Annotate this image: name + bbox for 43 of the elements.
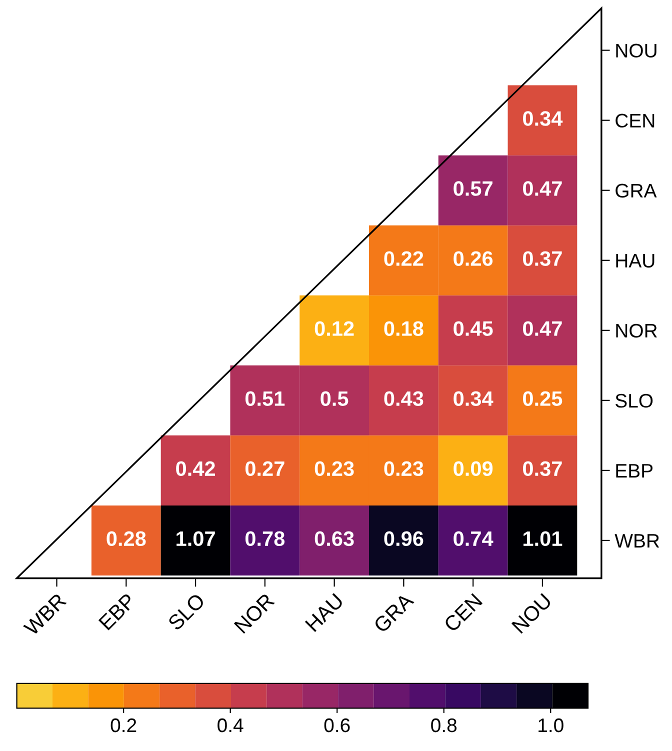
data-label: 0.47 <box>523 321 562 336</box>
y-tick-label: NOR <box>616 324 657 338</box>
data-label: 0.37 <box>523 461 562 476</box>
y-tick-label: SLO <box>616 394 653 408</box>
data-label: 0.23 <box>384 461 424 476</box>
color-bar-label: 0.6 <box>324 718 350 732</box>
data-label: 1.07 <box>176 531 215 546</box>
data-label: 0.37 <box>523 251 562 266</box>
data-label: 0.96 <box>384 531 424 546</box>
y-tick-label: CEN <box>616 114 654 128</box>
color-bar-label: 1.0 <box>538 718 564 732</box>
data-label: 0.74 <box>454 531 494 546</box>
data-label: 0.12 <box>314 321 354 336</box>
x-tick-label: GRA <box>372 592 414 634</box>
data-label: 0.18 <box>384 321 424 336</box>
data-label: 0.57 <box>454 181 492 196</box>
y-tick-label: GRA <box>616 184 657 198</box>
y-tick-label: NOU <box>616 44 656 58</box>
data-label: 0.5 <box>320 391 348 406</box>
data-label: 0.34 <box>523 111 563 126</box>
y-tick-label: HAU <box>616 254 654 268</box>
data-label: 0.28 <box>106 531 146 546</box>
data-label: 0.47 <box>523 181 562 196</box>
data-label: 0.22 <box>384 251 424 266</box>
data-label: 0.45 <box>454 321 493 336</box>
data-label: 0.27 <box>245 461 284 476</box>
data-label: 0.09 <box>454 461 493 476</box>
data-label: 0.43 <box>384 391 424 406</box>
data-label: 0.34 <box>454 391 494 406</box>
data-label: 0.23 <box>314 461 354 476</box>
data-label: 0.78 <box>245 531 285 546</box>
x-tick-label: SLO <box>167 592 206 632</box>
data-label: 0.42 <box>176 461 215 476</box>
data-label: 0.63 <box>314 531 354 546</box>
data-label: 0.51 <box>245 391 285 406</box>
color-bar-label: 0.8 <box>431 718 457 732</box>
data-label: 0.25 <box>523 391 562 406</box>
y-tick-label: WBR <box>614 534 660 548</box>
color-bar-label: 0.2 <box>110 718 136 732</box>
y-tick-label: EBP <box>616 464 653 478</box>
data-label: 1.01 <box>524 531 562 546</box>
data-label: 0.26 <box>454 251 493 266</box>
color-bar-label: 0.4 <box>218 718 244 732</box>
